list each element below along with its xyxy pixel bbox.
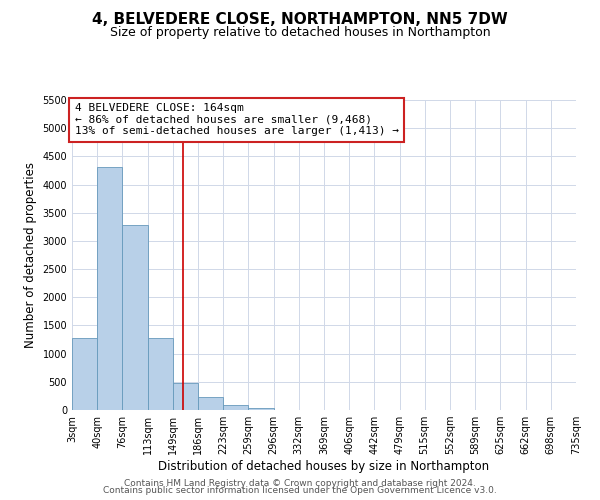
Bar <box>97 166 122 410</box>
Text: Contains HM Land Registry data © Crown copyright and database right 2024.: Contains HM Land Registry data © Crown c… <box>124 478 476 488</box>
Bar <box>248 408 274 410</box>
Bar <box>198 397 223 410</box>
Bar <box>72 338 97 410</box>
Bar <box>122 225 148 410</box>
Bar <box>173 383 198 410</box>
X-axis label: Distribution of detached houses by size in Northampton: Distribution of detached houses by size … <box>158 460 490 473</box>
Text: Size of property relative to detached houses in Northampton: Size of property relative to detached ho… <box>110 26 490 39</box>
Y-axis label: Number of detached properties: Number of detached properties <box>24 162 37 348</box>
Bar <box>223 406 248 410</box>
Text: 4 BELVEDERE CLOSE: 164sqm
← 86% of detached houses are smaller (9,468)
13% of se: 4 BELVEDERE CLOSE: 164sqm ← 86% of detac… <box>74 103 398 136</box>
Text: 4, BELVEDERE CLOSE, NORTHAMPTON, NN5 7DW: 4, BELVEDERE CLOSE, NORTHAMPTON, NN5 7DW <box>92 12 508 28</box>
Text: Contains public sector information licensed under the Open Government Licence v3: Contains public sector information licen… <box>103 486 497 495</box>
Bar <box>148 338 173 410</box>
